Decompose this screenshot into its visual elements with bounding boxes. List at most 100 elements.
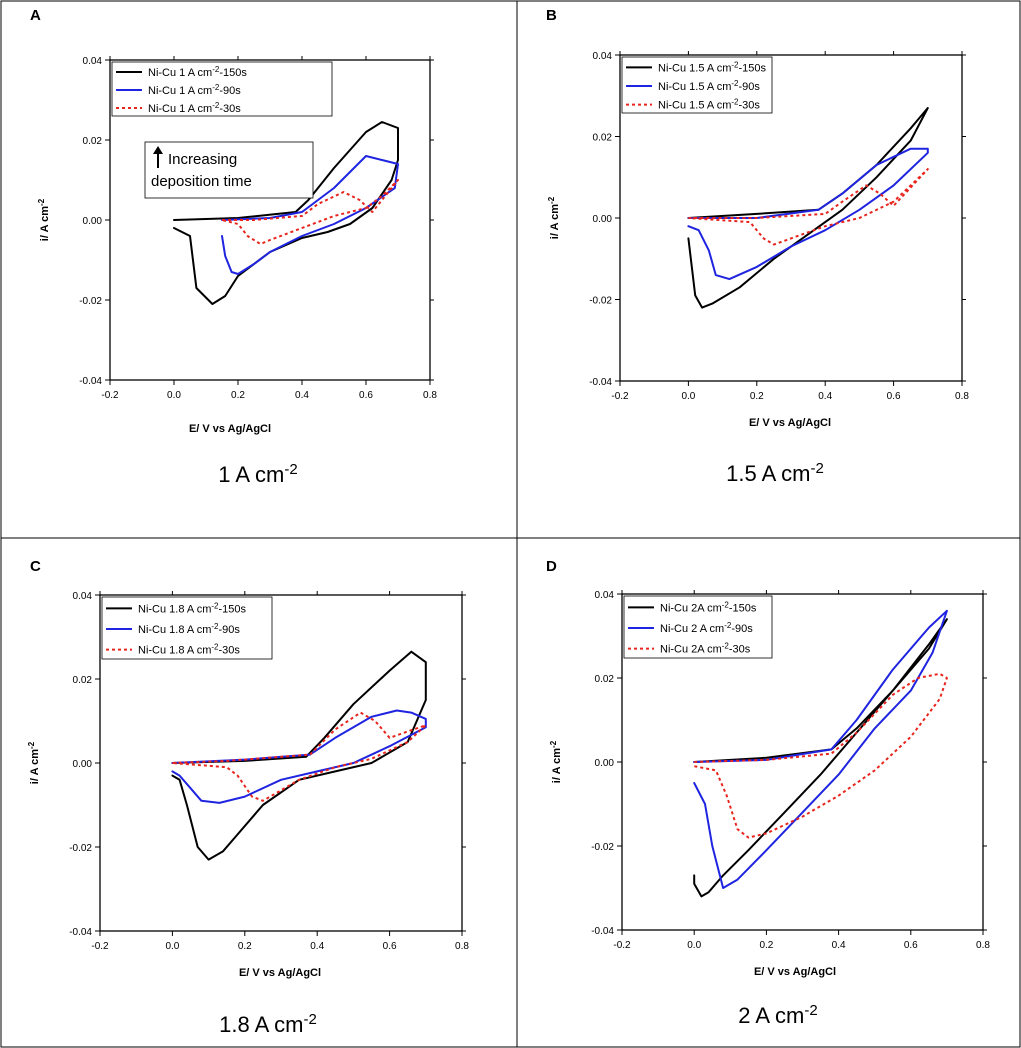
y-axis-label: i/ A cm-2 (37, 198, 52, 241)
legend-label: Ni-Cu 2A cm-2-30s (660, 641, 751, 656)
x-tick-label: 0.4 (818, 391, 832, 402)
y-tick-label: 0.04 (73, 591, 93, 602)
y-tick-label: -0.04 (69, 927, 92, 938)
x-tick-label: 0.2 (238, 941, 252, 952)
panel-letter: B (546, 7, 557, 24)
x-axis-label: E/ V vs Ag/AgCl (754, 966, 836, 978)
panel-c: C -0.2 0.0 0.2 0.4 0.6 0.8 -0.04 -0.02 0.00 0.02 0.… (27, 558, 470, 1037)
series-line (687, 147, 929, 281)
legend-label: Ni-Cu 1 A cm-2-150s (148, 65, 247, 80)
x-tick-label: -0.2 (613, 940, 631, 951)
panel-frame-d (516, 537, 1021, 1048)
x-tick-label: 0.0 (165, 941, 179, 952)
x-tick-label: 0.2 (750, 391, 764, 402)
y-tick-label: 0.02 (73, 675, 93, 686)
series-line (171, 650, 427, 861)
y-tick-label: -0.04 (589, 377, 612, 388)
legend-label: Ni-Cu 1.8 A cm-2-90s (138, 622, 240, 637)
y-tick-label: 0.02 (593, 133, 613, 144)
annotation-box (144, 141, 314, 199)
annotation-line-2: deposition time (151, 173, 252, 190)
series-line (693, 618, 948, 898)
series-line (694, 672, 948, 839)
y-axis-label-group: i/ A cm-2 (37, 198, 52, 241)
legend-label: Ni-Cu 1.8 A cm-2-30s (138, 642, 240, 657)
x-tick-label: 0.0 (687, 940, 701, 951)
series-line (688, 168, 929, 246)
series-line (693, 609, 948, 889)
y-tick-label: -0.02 (589, 296, 612, 307)
x-tick-label: -0.2 (611, 391, 629, 402)
panel-letter: C (30, 558, 41, 575)
x-tick-label: 0.4 (832, 940, 846, 951)
panel-letter: A (30, 7, 41, 24)
legend: Ni-Cu 1.8 A cm-2-150s Ni-Cu 1.8 A cm-2-90… (101, 596, 273, 660)
panel-d: D -0.2 0.0 0.2 0.4 0.6 0.8 -0.04 -0.02 0.00 0.02 0.… (546, 558, 990, 1028)
x-tick-label: 0.2 (231, 390, 245, 401)
y-tick-label: -0.04 (591, 926, 614, 937)
panels-root: A -0.2 0.0 0.2 0.4 0.6 0.8 -0.04 -0.02 0.00 0.02 0.… (27, 7, 991, 1037)
panel-caption: 1 A cm-2 (218, 461, 297, 488)
annotation: Increasing deposition time (144, 141, 314, 199)
series-line (171, 709, 427, 804)
x-tick-label: 0.0 (167, 390, 181, 401)
legend-label: Ni-Cu 2A cm-2-150s (660, 600, 757, 615)
x-tick-label: 0.4 (295, 390, 309, 401)
legend-box (111, 61, 333, 117)
panel-caption: 1.8 A cm-2 (219, 1011, 317, 1038)
legend-label: Ni-Cu 2 A cm-2-90s (660, 621, 753, 636)
legend-label: Ni-Cu 1.5 A cm-2-90s (658, 79, 760, 94)
legend-label: Ni-Cu 1.5 A cm-2-30s (658, 97, 760, 112)
legend: Ni-Cu 1.5 A cm-2-150s Ni-Cu 1.5 A cm-2-90… (621, 56, 773, 114)
x-tick-label: 0.2 (759, 940, 773, 951)
y-tick-label: 0.04 (593, 51, 613, 62)
legend-label: Ni-Cu 1.5 A cm-2-150s (658, 60, 767, 75)
x-tick-label: -0.2 (101, 390, 119, 401)
x-axis-label: E/ V vs Ag/AgCl (189, 423, 271, 435)
y-axis-label: i/ A cm-2 (27, 741, 42, 784)
y-tick-label: 0.04 (595, 590, 615, 601)
y-tick-label: -0.02 (69, 843, 92, 854)
x-tick-label: 0.8 (976, 940, 990, 951)
y-tick-label: 0.04 (83, 56, 103, 67)
y-tick-label: 0.02 (595, 674, 615, 685)
annotation-line-1: Increasing (168, 151, 237, 168)
y-tick-label: 0.00 (73, 759, 93, 770)
panel-letter: D (546, 558, 557, 575)
y-axis-label: i/ A cm-2 (547, 196, 562, 239)
y-axis-label: i/ A cm-2 (549, 740, 564, 783)
x-tick-label: 0.6 (359, 390, 373, 401)
x-tick-label: 0.8 (955, 391, 969, 402)
y-tick-label: -0.02 (591, 842, 614, 853)
legend: Ni-Cu 1 A cm-2-150s Ni-Cu 1 A cm-2-90s Ni-… (111, 61, 333, 117)
panel-caption: 2 A cm-2 (738, 1002, 817, 1029)
y-tick-label: -0.04 (79, 376, 102, 387)
panel-caption: 1.5 A cm-2 (726, 460, 824, 487)
x-tick-label: 0.8 (455, 941, 469, 952)
y-tick-label: 0.00 (595, 758, 615, 769)
x-axis-label: E/ V vs Ag/AgCl (239, 967, 321, 979)
legend: Ni-Cu 2A cm-2-150s Ni-Cu 2 A cm-2-90s Ni-C… (623, 595, 773, 659)
x-tick-label: 0.6 (904, 940, 918, 951)
legend-label: Ni-Cu 1 A cm-2-90s (148, 83, 241, 98)
y-tick-label: -0.02 (79, 296, 102, 307)
panel-a: A -0.2 0.0 0.2 0.4 0.6 0.8 -0.04 -0.02 0.00 0.02 0.… (30, 7, 437, 487)
y-tick-label: 0.00 (83, 216, 103, 227)
x-tick-label: 0.0 (681, 391, 695, 402)
y-axis-label-group: i/ A cm-2 (547, 196, 562, 239)
y-tick-label: 0.00 (593, 214, 613, 225)
x-tick-label: 0.4 (310, 941, 324, 952)
x-tick-label: -0.2 (91, 941, 109, 952)
series-line (173, 121, 399, 305)
up-arrow-head-icon (153, 146, 163, 154)
legend-label: Ni-Cu 1.8 A cm-2-150s (138, 601, 247, 616)
x-tick-label: 0.6 (887, 391, 901, 402)
panel-b: B -0.2 0.0 0.2 0.4 0.6 0.8 -0.04 -0.02 0.00 0.02 0.… (546, 7, 969, 486)
y-tick-label: 0.02 (83, 136, 103, 147)
y-axis-label-group: i/ A cm-2 (549, 740, 564, 783)
y-axis-label-group: i/ A cm-2 (27, 741, 42, 784)
legend-label: Ni-Cu 1 A cm-2-30s (148, 101, 241, 116)
x-tick-label: 0.8 (423, 390, 437, 401)
x-tick-label: 0.6 (383, 941, 397, 952)
